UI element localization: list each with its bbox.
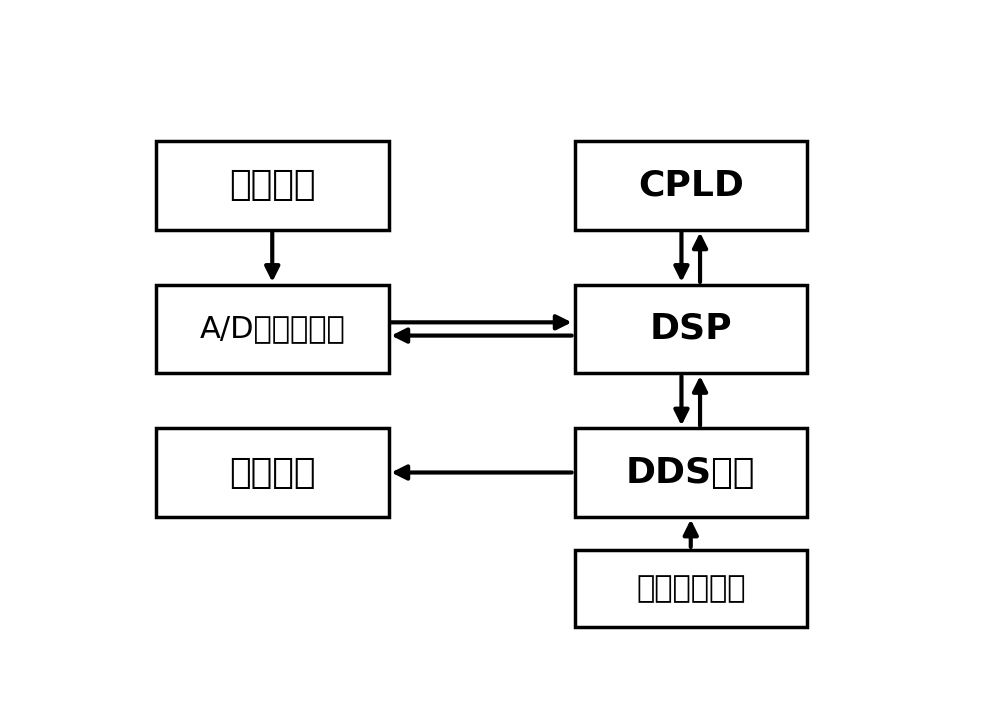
FancyBboxPatch shape — [156, 285, 388, 373]
Text: 音频放大: 音频放大 — [229, 168, 316, 202]
Text: DSP: DSP — [649, 312, 732, 346]
FancyBboxPatch shape — [156, 141, 388, 229]
Text: DDS调制: DDS调制 — [626, 455, 755, 490]
FancyBboxPatch shape — [574, 141, 807, 229]
Text: 低噪声锁相环: 低噪声锁相环 — [636, 574, 746, 603]
FancyBboxPatch shape — [574, 550, 807, 627]
FancyBboxPatch shape — [574, 285, 807, 373]
FancyBboxPatch shape — [574, 428, 807, 517]
Text: CPLD: CPLD — [638, 168, 744, 202]
Text: A/D转换器采样: A/D转换器采样 — [199, 315, 345, 343]
FancyBboxPatch shape — [156, 428, 388, 517]
Text: 滤波放大: 滤波放大 — [229, 455, 316, 490]
